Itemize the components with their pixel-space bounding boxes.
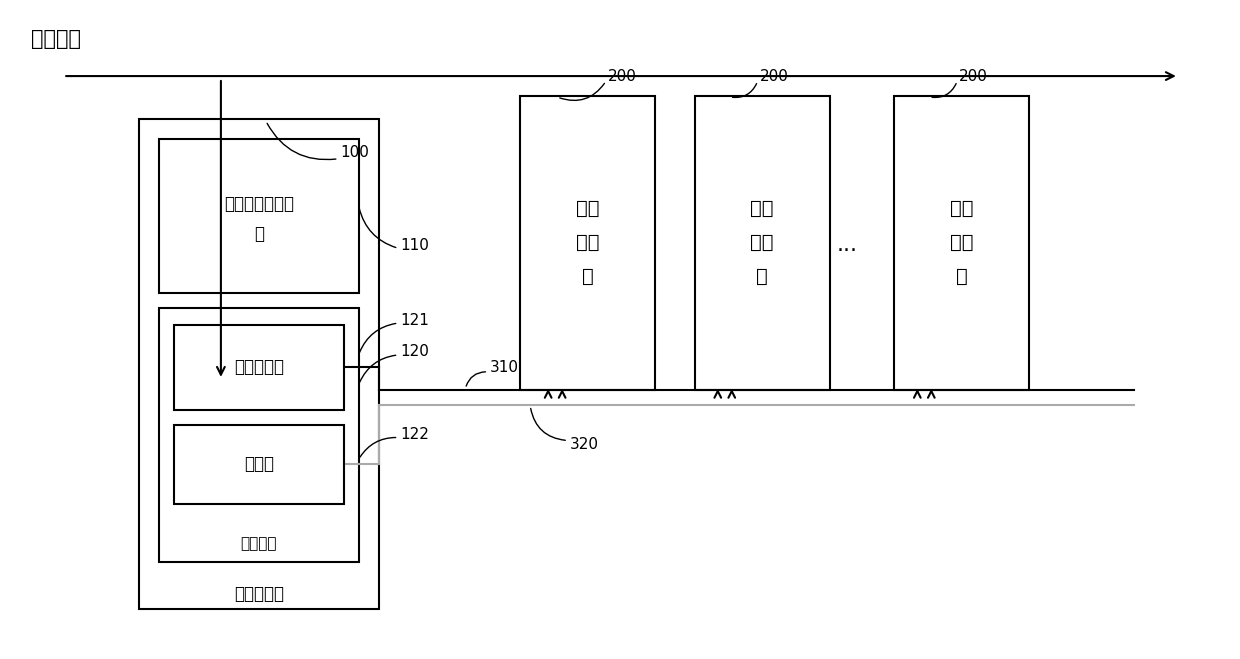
Bar — [159, 308, 358, 562]
Text: 元: 元 — [254, 225, 264, 243]
Text: 电池组: 电池组 — [244, 455, 274, 473]
Bar — [174, 424, 343, 504]
Text: 200: 200 — [760, 69, 789, 84]
Bar — [521, 96, 655, 389]
Text: 310: 310 — [490, 360, 520, 376]
Bar — [159, 139, 358, 293]
Text: 200: 200 — [960, 69, 988, 84]
Text: 320: 320 — [570, 437, 599, 452]
Text: ...: ... — [837, 235, 858, 255]
Text: 120: 120 — [401, 345, 429, 359]
Text: 集中配电柜: 集中配电柜 — [234, 585, 284, 603]
Text: 交流市电: 交流市电 — [31, 29, 82, 49]
Text: 200: 200 — [608, 69, 637, 84]
Text: 抱杆
配电
柜: 抱杆 配电 柜 — [950, 200, 973, 287]
Bar — [174, 325, 343, 410]
Text: 集中基带处理单: 集中基带处理单 — [223, 195, 294, 213]
Text: 抱杆
配电
柜: 抱杆 配电 柜 — [575, 200, 599, 287]
Bar — [894, 96, 1029, 389]
Text: 100: 100 — [341, 145, 370, 160]
Text: 121: 121 — [401, 312, 429, 328]
Bar — [139, 119, 378, 609]
Text: 抱杆
配电
柜: 抱杆 配电 柜 — [750, 200, 774, 287]
Text: 双向变流器: 双向变流器 — [234, 358, 284, 376]
Bar — [694, 96, 830, 389]
Text: 110: 110 — [401, 238, 429, 253]
Text: 集中电源: 集中电源 — [241, 536, 277, 552]
Text: 122: 122 — [401, 427, 429, 442]
